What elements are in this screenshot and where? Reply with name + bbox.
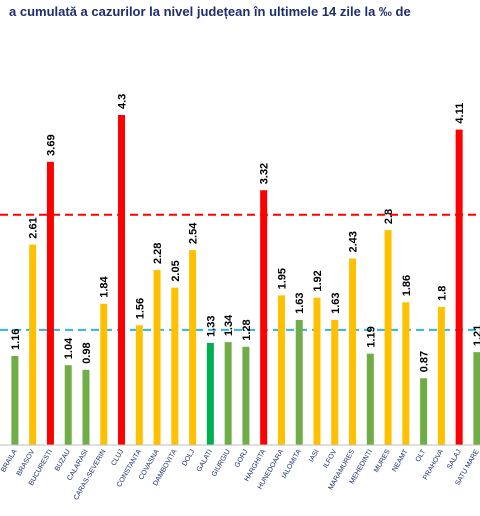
value-label: 1.92	[312, 270, 324, 291]
category-label: BRAILA	[0, 448, 19, 473]
bars-group	[11, 115, 480, 445]
value-label: 1.16	[10, 329, 22, 350]
value-label: 3.32	[259, 163, 271, 184]
bar-giurgiu	[224, 342, 232, 445]
bar-salaj	[455, 129, 463, 445]
bar-caras-severin	[100, 303, 108, 445]
bar-galati	[206, 342, 214, 445]
value-label: 1.63	[330, 292, 342, 313]
bar-dambovita	[171, 287, 179, 445]
value-label: 2.54	[188, 222, 200, 244]
category-label: GIURGIU	[211, 449, 232, 478]
chart-title: a cumulată a cazurilor la nivel județean…	[9, 4, 411, 19]
category-label: NEAMT	[391, 448, 410, 473]
bar-brasov	[29, 244, 37, 445]
value-label: 4.11	[454, 103, 466, 124]
bar-dolj	[189, 250, 197, 445]
bar-buzau	[64, 365, 72, 445]
category-label: ILFOV	[322, 448, 338, 469]
bar-iasi	[313, 297, 321, 445]
value-label: 1.95	[276, 268, 288, 289]
value-label: 1.34	[223, 314, 235, 336]
value-labels-group: 1.16 2.61 3.69 1.04 0.98 1.84 4.3 1.56 2.28 2.05 2…	[10, 94, 480, 373]
value-label: 1.04	[63, 337, 75, 359]
value-label: 1.84	[99, 276, 111, 298]
value-label: 0.98	[81, 342, 93, 363]
bar-covasna	[153, 270, 161, 445]
bar-constanta	[135, 325, 143, 445]
bar-satu-mare	[473, 352, 480, 445]
category-label: CLUJ	[110, 449, 125, 468]
bar-bucuresti	[46, 161, 54, 445]
value-label: 1.8	[436, 286, 448, 301]
category-label: DOLJ	[181, 449, 196, 468]
category-label: SALAJ	[446, 449, 463, 471]
bar-mures	[384, 230, 392, 445]
bar-neamt	[402, 302, 410, 445]
category-label: OLT	[415, 448, 428, 463]
value-label: 1.28	[241, 319, 253, 340]
value-label: 1.33	[205, 316, 217, 337]
value-label: 1.21	[472, 325, 480, 346]
value-label: 2.61	[28, 217, 40, 238]
value-label: 1.86	[401, 275, 413, 296]
category-label: IASI	[308, 448, 321, 463]
value-label: 1.56	[134, 298, 146, 319]
value-label: 2.05	[170, 260, 182, 281]
category-label: BUZAU	[54, 449, 72, 473]
bar-olt	[420, 378, 428, 445]
bar-harghita	[260, 190, 268, 445]
bar-braila	[11, 355, 19, 445]
reference-lines	[0, 213, 480, 331]
value-label: 2.8	[383, 209, 395, 224]
value-label: 1.19	[365, 326, 377, 347]
value-label: 4.3	[117, 94, 129, 109]
bar-ialomita	[295, 319, 303, 445]
value-label: 2.28	[152, 243, 164, 264]
bar-mehedinti	[366, 353, 374, 445]
bar-prahova	[437, 306, 445, 445]
bar-maramures	[349, 258, 357, 445]
category-label: GALATI	[196, 448, 214, 473]
bar-cluj	[118, 115, 126, 445]
category-label: MURES	[373, 448, 392, 474]
category-label: GORJ	[234, 449, 250, 469]
value-label: 0.87	[419, 351, 431, 372]
bar-gorj	[242, 346, 250, 445]
bar-ilfov	[331, 319, 339, 445]
value-label: 2.43	[348, 231, 360, 252]
bar-calarasi	[82, 369, 90, 445]
value-label: 1.63	[294, 292, 306, 313]
bar-hunedoara	[277, 295, 285, 445]
value-label: 3.69	[45, 134, 57, 155]
